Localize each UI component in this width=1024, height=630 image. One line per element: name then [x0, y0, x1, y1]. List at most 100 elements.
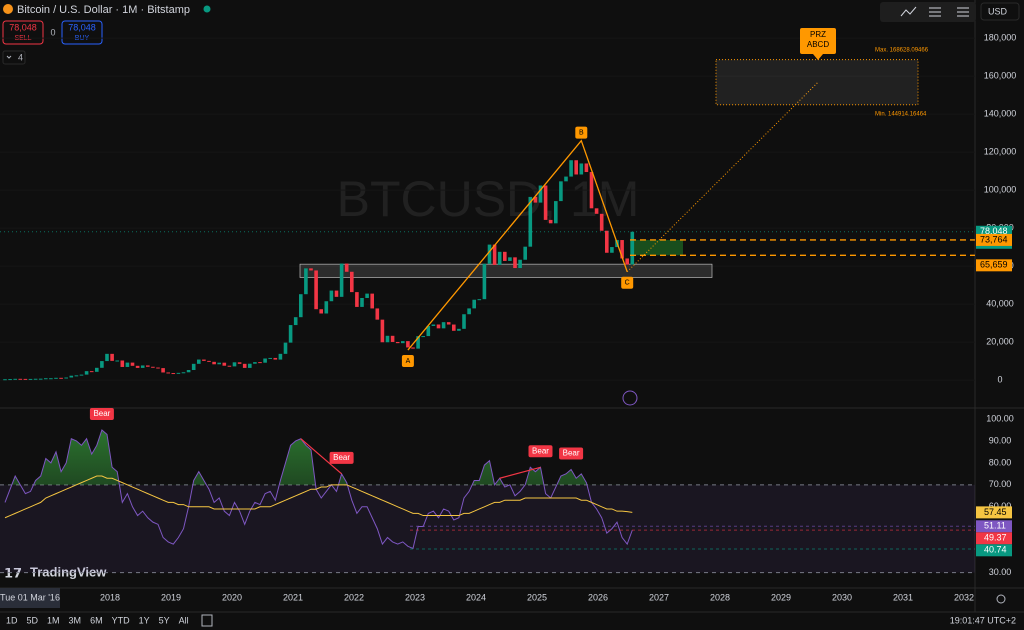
pattern-point-label: C — [625, 280, 630, 287]
candle — [304, 268, 308, 295]
watermark: BTCUSD, 1M — [337, 171, 640, 227]
range-button[interactable]: 1Y — [139, 615, 150, 625]
candle — [513, 257, 517, 269]
range-button[interactable]: YTD — [112, 615, 131, 625]
candle — [288, 325, 293, 343]
range-button[interactable]: 6M — [90, 615, 103, 625]
y-tick-label: 20,000 — [986, 336, 1014, 346]
candle — [416, 336, 420, 349]
range-button[interactable]: All — [179, 615, 189, 625]
candle — [38, 378, 43, 380]
candle — [171, 373, 176, 375]
candle — [350, 271, 354, 293]
pattern-point-label: A — [406, 358, 411, 365]
range-button[interactable]: 1M — [47, 615, 60, 625]
candle — [79, 374, 84, 376]
rsi-ma-line — [4, 475, 633, 519]
candle — [8, 379, 12, 381]
x-tick-label: 2027 — [649, 592, 669, 602]
range-button[interactable]: 5Y — [159, 615, 170, 625]
candle — [278, 353, 283, 360]
bear-label: Bear — [93, 409, 110, 418]
candle — [309, 268, 313, 271]
sell-price[interactable]: 78,048 — [9, 22, 37, 32]
candle — [217, 362, 221, 365]
candle — [13, 378, 17, 380]
candle — [59, 377, 63, 379]
sell-button[interactable] — [2, 20, 44, 45]
candle — [28, 378, 33, 380]
toolbar-icon[interactable] — [929, 7, 941, 17]
candle — [630, 231, 635, 265]
rsi-value-box — [976, 506, 1012, 519]
candle — [49, 378, 53, 380]
prz-min: Min. 144914.16464 — [875, 111, 927, 117]
candle — [533, 196, 538, 203]
candle — [54, 377, 58, 379]
range-button[interactable]: 5D — [27, 615, 39, 625]
x-tick-label: 2032 — [954, 592, 974, 602]
candle — [467, 308, 471, 315]
divergence-line — [300, 438, 342, 475]
range-button[interactable]: 1D — [6, 615, 18, 625]
chevron — [6, 55, 12, 59]
prz-label-box — [800, 28, 836, 54]
candle — [319, 309, 323, 314]
x-tick-label: 2020 — [222, 592, 242, 602]
date-range-icon[interactable] — [201, 614, 213, 627]
range-button[interactable]: 3M — [69, 615, 82, 625]
toolbar-icon[interactable] — [957, 7, 969, 17]
candle — [258, 362, 262, 364]
candle — [334, 290, 339, 297]
candle — [135, 365, 140, 368]
candle — [237, 362, 242, 364]
candle — [3, 379, 7, 381]
y-tick-label: 70.00 — [989, 479, 1012, 489]
candle — [100, 361, 104, 368]
rsi-value-box — [976, 544, 1012, 557]
settings-icon[interactable] — [996, 594, 1006, 604]
candle — [605, 230, 609, 253]
candle — [411, 347, 415, 349]
logo[interactable]: TradingView — [30, 564, 107, 579]
cursor-date: Tue 01 Mar '16 — [0, 592, 60, 602]
buy-button[interactable] — [61, 20, 103, 45]
candle — [446, 322, 451, 325]
candle — [268, 357, 272, 359]
candle — [69, 375, 74, 378]
prz-title: PRZ — [810, 30, 826, 39]
candle — [487, 244, 492, 264]
overbought-fill — [5, 429, 633, 485]
support-zone — [299, 263, 713, 278]
indicators-toggle[interactable] — [2, 50, 26, 65]
candle — [44, 378, 48, 380]
replay-icon[interactable] — [622, 390, 638, 406]
candle — [518, 259, 522, 269]
currency[interactable]: USD — [988, 6, 1008, 16]
currency-button[interactable] — [980, 2, 1020, 21]
candle — [569, 160, 573, 177]
candle — [564, 176, 568, 182]
candle — [528, 196, 533, 247]
candle — [299, 294, 303, 318]
bear-label-box — [89, 407, 114, 420]
candle — [161, 368, 165, 373]
x-tick-label: 2026 — [588, 592, 608, 602]
rsi-value-label: 49.37 — [984, 533, 1007, 543]
pattern-point-box — [401, 355, 414, 368]
candle — [212, 361, 216, 365]
indicator-count[interactable]: 4 — [18, 52, 23, 62]
candle — [18, 378, 23, 380]
toolbar-icon[interactable] — [900, 6, 917, 17]
spread: 0 — [50, 27, 55, 37]
y-tick-label: 100,000 — [984, 184, 1017, 194]
candle — [166, 372, 170, 374]
rsi-value-box — [976, 520, 1012, 533]
buy-price[interactable]: 78,048 — [68, 22, 96, 32]
symbol-title[interactable]: Bitcoin / U.S. Dollar · 1M · Bitstamp — [17, 4, 190, 16]
y-tick-label: 0 — [997, 374, 1002, 384]
candle — [232, 362, 237, 367]
candle — [497, 251, 502, 265]
candle — [508, 257, 512, 261]
